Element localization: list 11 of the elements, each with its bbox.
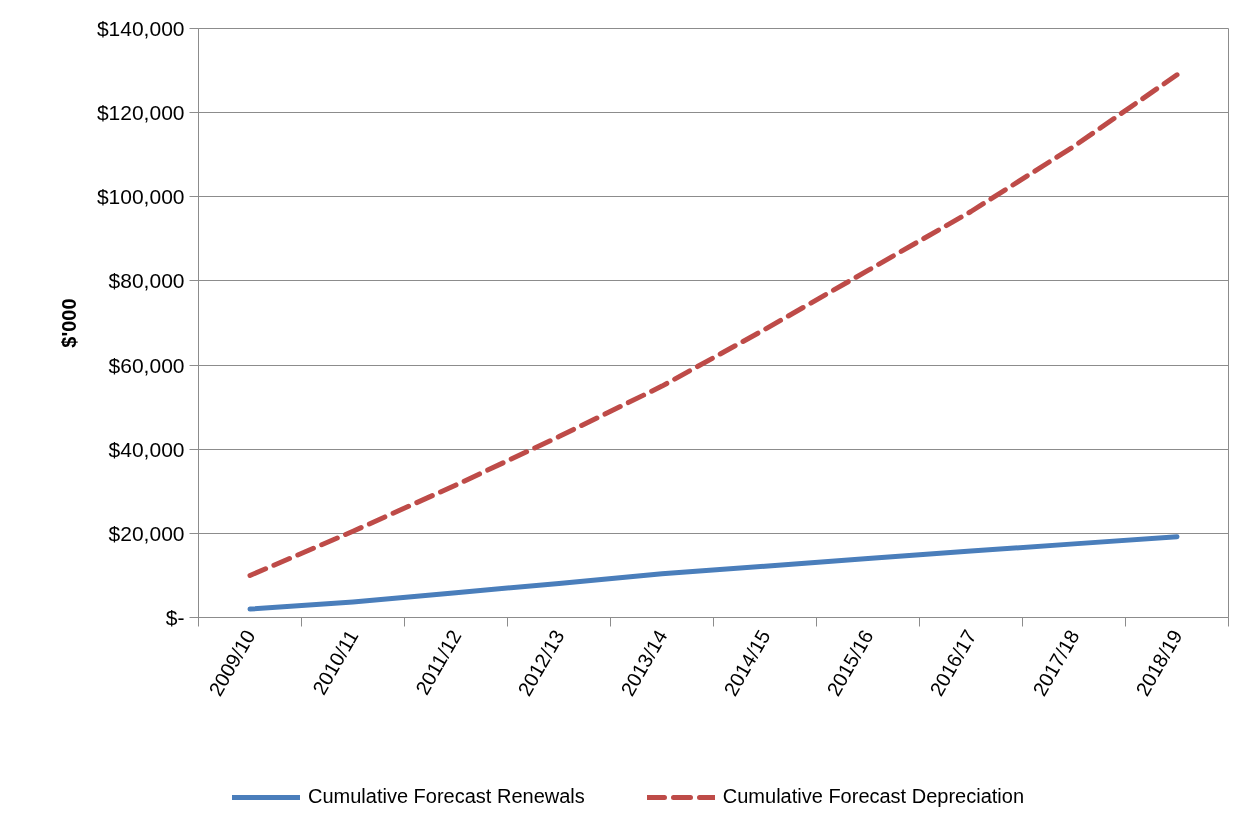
y-tick-label: $40,000: [108, 437, 185, 461]
y-tick-label: $80,000: [108, 269, 185, 293]
y-tick-label: $120,000: [96, 101, 185, 125]
y-tick-label: $140,000: [96, 17, 185, 40]
y-tick-label: $20,000: [108, 521, 185, 545]
legend-label: Cumulative Forecast Depreciation: [722, 785, 1025, 808]
y-tick-label: $-: [165, 606, 185, 629]
y-axis-title: $'000: [57, 298, 80, 348]
y-tick-label: $60,000: [108, 353, 185, 377]
legend-label: Cumulative Forecast Renewals: [308, 785, 585, 808]
y-tick-label: $100,000: [96, 185, 185, 209]
